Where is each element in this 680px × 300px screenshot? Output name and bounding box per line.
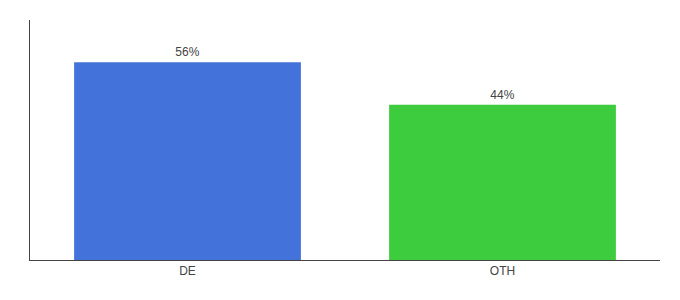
svg-text:56%: 56% xyxy=(175,45,199,59)
svg-text:DE: DE xyxy=(179,264,196,278)
svg-text:OTH: OTH xyxy=(490,264,515,278)
svg-text:44%: 44% xyxy=(490,88,514,102)
